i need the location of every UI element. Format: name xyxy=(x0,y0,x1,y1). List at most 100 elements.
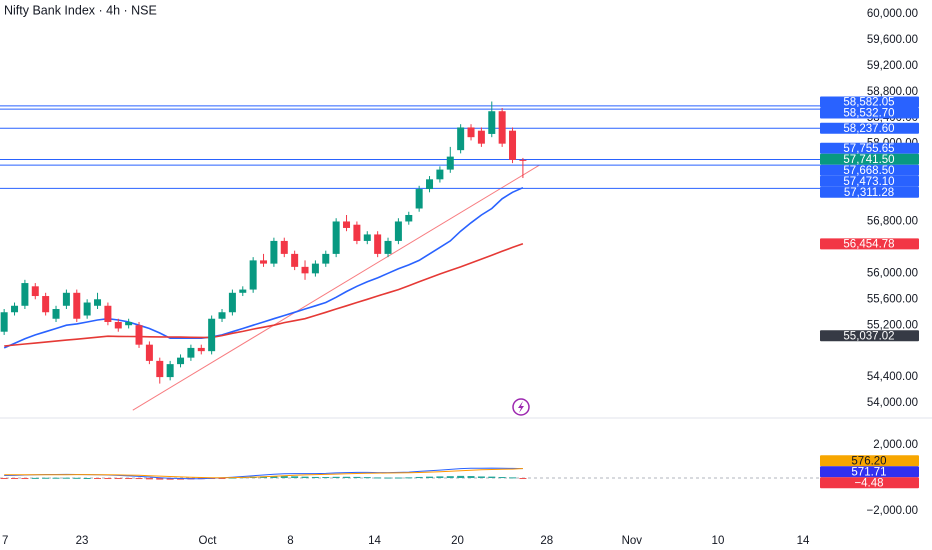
candle-body xyxy=(332,221,340,254)
candle-body xyxy=(260,260,268,264)
y-tick-label: 56,000.00 xyxy=(867,267,918,279)
histogram-bar xyxy=(457,475,465,479)
x-tick-label: 20 xyxy=(451,535,464,547)
histogram-bar xyxy=(114,478,122,480)
candle-body xyxy=(436,169,444,180)
histogram-bar xyxy=(31,477,39,479)
candle-body xyxy=(249,260,257,290)
price-label-box xyxy=(820,142,919,154)
price-label-box xyxy=(820,107,919,119)
candle-body xyxy=(156,360,164,378)
candle-body xyxy=(477,130,485,144)
price-label: 58,532.70 xyxy=(843,108,894,120)
histogram-bar xyxy=(52,477,60,479)
candle-body xyxy=(394,221,402,241)
price-label: 58,237.60 xyxy=(843,123,894,135)
histogram-bar xyxy=(83,477,91,479)
histogram-bar xyxy=(0,478,8,480)
candle-body xyxy=(457,127,465,151)
histogram-bar xyxy=(280,476,288,479)
candle-body xyxy=(0,312,8,332)
candle-body xyxy=(239,289,247,293)
candle-body xyxy=(135,325,143,345)
candle-body xyxy=(363,234,371,241)
macd-line xyxy=(4,468,523,479)
price-label: 57,668.50 xyxy=(843,165,894,177)
candle-body xyxy=(446,156,454,170)
y-tick-label: −2,000.00 xyxy=(867,505,918,517)
candle-body xyxy=(467,127,475,138)
price-label: 55,037.02 xyxy=(843,330,894,342)
trendline xyxy=(132,164,540,411)
histogram-bar xyxy=(301,476,309,479)
x-tick-label: 14 xyxy=(797,535,810,547)
histogram-bar xyxy=(218,478,226,480)
candle-body xyxy=(94,299,102,306)
plot-layer: 60,000.0059,600.0059,200.0058,800.0058,4… xyxy=(0,8,919,547)
x-tick-label: Nov xyxy=(622,535,643,547)
candle-body xyxy=(270,240,278,264)
candle-body xyxy=(488,111,496,134)
candle-body xyxy=(384,240,392,254)
candle-body xyxy=(21,283,29,306)
candle-body xyxy=(343,221,351,228)
price-label-box xyxy=(820,238,919,250)
histogram-bar xyxy=(135,478,143,480)
y-tick-label: 54,000.00 xyxy=(867,397,918,409)
y-tick-label: 60,000.00 xyxy=(867,8,918,20)
candle-body xyxy=(197,347,205,352)
price-label: 57,755.65 xyxy=(843,143,894,155)
y-tick-label: 2,000.00 xyxy=(873,439,918,451)
candle-body xyxy=(426,179,434,190)
candle-body xyxy=(11,305,19,313)
histogram-bar xyxy=(125,478,133,480)
candle-body xyxy=(187,347,195,358)
x-tick-label: 23 xyxy=(76,535,89,547)
price-label-box xyxy=(820,164,919,176)
candle-body xyxy=(509,130,517,160)
histogram-bar xyxy=(73,477,81,479)
x-tick-label: 28 xyxy=(540,535,553,547)
price-label: 57,741.50 xyxy=(843,154,894,166)
price-label-box xyxy=(820,153,919,165)
price-label: −4.48 xyxy=(854,477,883,489)
price-label: 57,311.28 xyxy=(844,187,894,199)
candle-body xyxy=(62,292,70,306)
price-label-box xyxy=(820,122,919,134)
candle-body xyxy=(311,263,319,274)
y-tick-label: 55,200.00 xyxy=(867,319,918,331)
candle-body xyxy=(166,364,174,378)
candle-body xyxy=(208,318,216,352)
histogram-bar xyxy=(311,476,319,479)
histogram-bar xyxy=(156,478,164,480)
price-label-box xyxy=(820,477,919,489)
moving-average xyxy=(3,186,524,349)
histogram-bar xyxy=(291,476,299,479)
y-tick-label: 59,200.00 xyxy=(867,60,918,72)
histogram-bar xyxy=(477,476,485,479)
candle-body xyxy=(322,253,330,264)
candle-body xyxy=(353,224,361,241)
histogram-bar xyxy=(94,478,102,480)
histogram-bar xyxy=(405,477,413,479)
candle-body xyxy=(145,344,153,361)
histogram-bar xyxy=(62,477,70,479)
histogram-bar xyxy=(467,476,475,479)
candle-body xyxy=(125,321,133,326)
histogram-bar xyxy=(374,477,382,479)
price-label-box xyxy=(820,96,919,108)
candle-body xyxy=(498,111,506,144)
price-label: 57,473.10 xyxy=(843,176,894,188)
histogram-bar xyxy=(498,477,506,479)
price-label-box xyxy=(820,175,919,187)
histogram-bar xyxy=(322,477,330,479)
histogram-bar xyxy=(426,476,434,479)
x-tick-label: 10 xyxy=(712,535,725,547)
histogram-bar xyxy=(145,478,153,480)
histogram-bar xyxy=(42,477,50,479)
moving-average xyxy=(4,243,524,347)
price-label: 571.71 xyxy=(851,466,886,478)
x-tick-label: 8 xyxy=(287,535,293,547)
y-tick-label: 55,600.00 xyxy=(867,293,918,305)
